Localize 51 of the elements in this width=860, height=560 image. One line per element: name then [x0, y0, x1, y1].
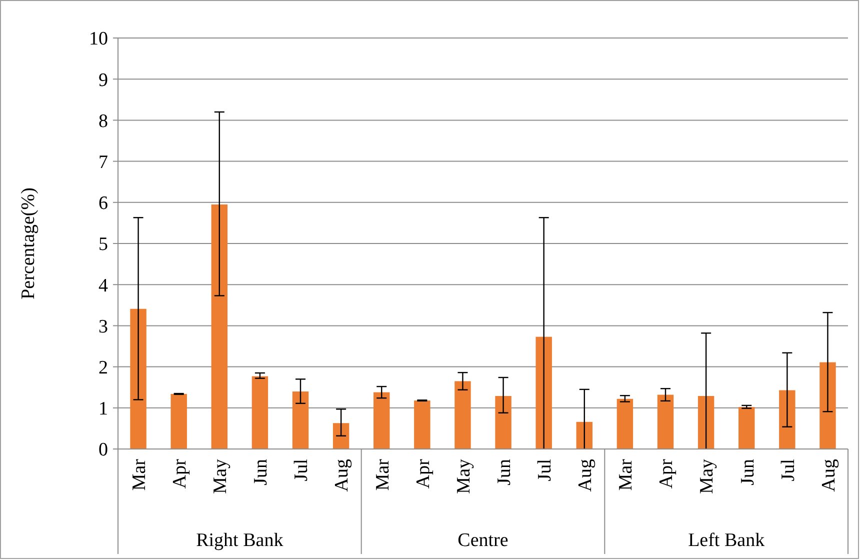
- bar: [820, 362, 836, 449]
- text: Right Bank: [196, 530, 284, 551]
- bar: [332, 423, 350, 449]
- bar: [657, 394, 674, 449]
- x-tick-label: Apr: [412, 458, 434, 489]
- y-axis-title: Percentage(%): [18, 188, 39, 300]
- x-tick-label: May: [696, 458, 718, 494]
- bar: [292, 391, 309, 449]
- x-tick-label: Jun: [737, 458, 758, 486]
- x-tick-label: May: [210, 458, 232, 494]
- bar: [454, 381, 471, 449]
- bar: [211, 204, 228, 449]
- bar: [779, 390, 796, 449]
- bar: [616, 398, 634, 449]
- y-tick-label: 3: [98, 316, 108, 338]
- x-tick-label: Aug: [818, 458, 840, 492]
- y-tick-label: 1: [98, 398, 108, 420]
- bar: [698, 396, 714, 449]
- y-tick-label: 4: [98, 275, 108, 296]
- bar: [374, 392, 390, 449]
- x-tick-label: Aug: [332, 458, 353, 492]
- bar: [495, 396, 512, 449]
- y-tick-label: 2: [98, 357, 108, 378]
- x-tick-label: Jun: [494, 458, 515, 486]
- y-tick-label: 10: [89, 28, 108, 50]
- x-tick-label: Mar: [128, 458, 150, 491]
- bar: [170, 394, 187, 449]
- bar: [414, 400, 430, 449]
- x-tick-label: Mar: [372, 458, 394, 491]
- x-tick-label: Mar: [616, 458, 637, 491]
- x-tick-label: Jul: [291, 459, 312, 482]
- y-tick-label: 6: [98, 193, 108, 214]
- bar: [130, 308, 146, 449]
- bar: [536, 336, 552, 449]
- text: Left Bank: [688, 530, 766, 551]
- text: Centre: [458, 530, 508, 551]
- y-tick-label: 9: [98, 70, 108, 91]
- bar: [576, 422, 592, 449]
- bar: [252, 376, 268, 449]
- bar: [738, 407, 755, 449]
- x-tick-label: May: [453, 458, 474, 494]
- x-tick-label: Aug: [575, 458, 596, 492]
- x-tick-label: Jul: [778, 459, 799, 482]
- y-tick-label: 5: [98, 234, 108, 256]
- y-tick-label: 7: [98, 152, 108, 173]
- x-tick-label: Apr: [169, 458, 190, 489]
- x-tick-label: Jul: [534, 459, 556, 482]
- x-tick-label: Jun: [250, 458, 272, 486]
- y-tick-label: 0: [98, 440, 108, 461]
- x-tick-label: Apr: [656, 458, 678, 489]
- y-tick-label: 8: [98, 110, 108, 132]
